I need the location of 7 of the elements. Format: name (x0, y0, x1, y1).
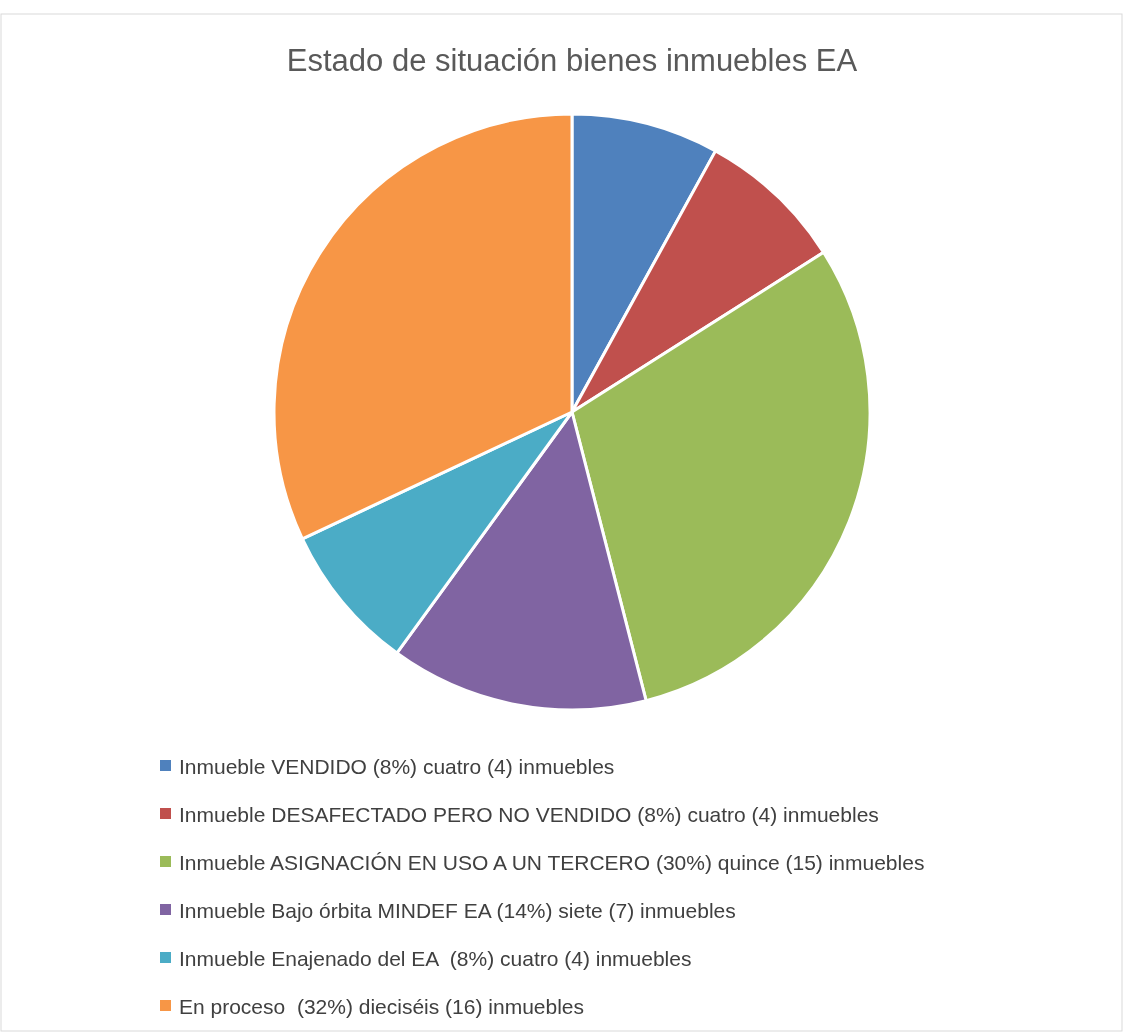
legend-label: Inmueble DESAFECTADO PERO NO VENDIDO (8%) cuatro (4) inmuebles (179, 802, 879, 826)
legend-label: Inmueble ASIGNACIÓN EN USO A UN TERCERO (30%) quince (15) inmuebles (179, 850, 925, 874)
legend-label: En proceso (32%) dieciséis (16) inmuebles (179, 994, 585, 1018)
legend-label: Inmueble Enajenado del EA (8%) cuatro (4) inmuebles (179, 946, 692, 970)
chart-title: Estado de situación bienes inmuebles EA (286, 42, 858, 78)
legend-label: Inmueble VENDIDO (8%) cuatro (4) inmuebles (179, 754, 615, 778)
legend-label: Inmueble Bajo órbita MINDEF EA (14%) siete (7) inmuebles (179, 898, 736, 922)
